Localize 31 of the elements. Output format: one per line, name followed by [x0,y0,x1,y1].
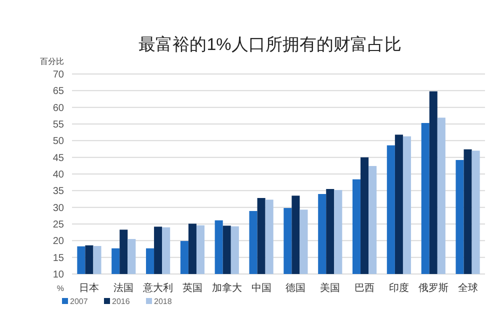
y-axis-title: 百分比 [40,57,64,66]
y-tick-label: 30 [52,202,64,214]
y-tick-label: 50 [52,136,64,148]
x-tick-label: 法国 [114,282,134,294]
y-tick-label: 35 [52,186,64,198]
x-tick-label: 意大利 [142,282,174,294]
x-tick-label: 全球 [458,282,478,294]
x-tick-label: 俄罗斯 [418,282,448,294]
x-tick-label: 加拿大 [212,282,242,294]
legend-label: 2018 [154,297,172,306]
y-tick-label: 60 [52,102,64,114]
x-tick-label: 中国 [251,282,272,294]
x-tick-label: 巴西 [354,283,375,294]
y-tick-label: 15 [52,252,64,264]
y-tick-label: 55 [52,120,64,130]
text: % [56,284,64,293]
x-tick-label: 美国 [320,282,340,294]
x-tick-label: 日本 [79,282,100,294]
y-tick-label: 10 [52,270,64,280]
x-tick-label: 德国 [286,283,306,294]
legend-label: 2016 [112,297,130,306]
y-tick-label: 25 [52,220,64,230]
title: 最富裕的1%人口所拥有的财富占比 [138,35,402,54]
y-tick-label: 70 [52,70,64,80]
y-tick-label: 20 [52,236,64,248]
x-tick-label: 英国 [182,282,202,294]
legend-label: 2007 [70,297,88,306]
y-tick-label: 40 [52,170,64,180]
y-tick-label: 65 [52,86,64,98]
y-tick-label: 45 [52,152,64,164]
x-tick-label: 印度 [388,282,409,294]
